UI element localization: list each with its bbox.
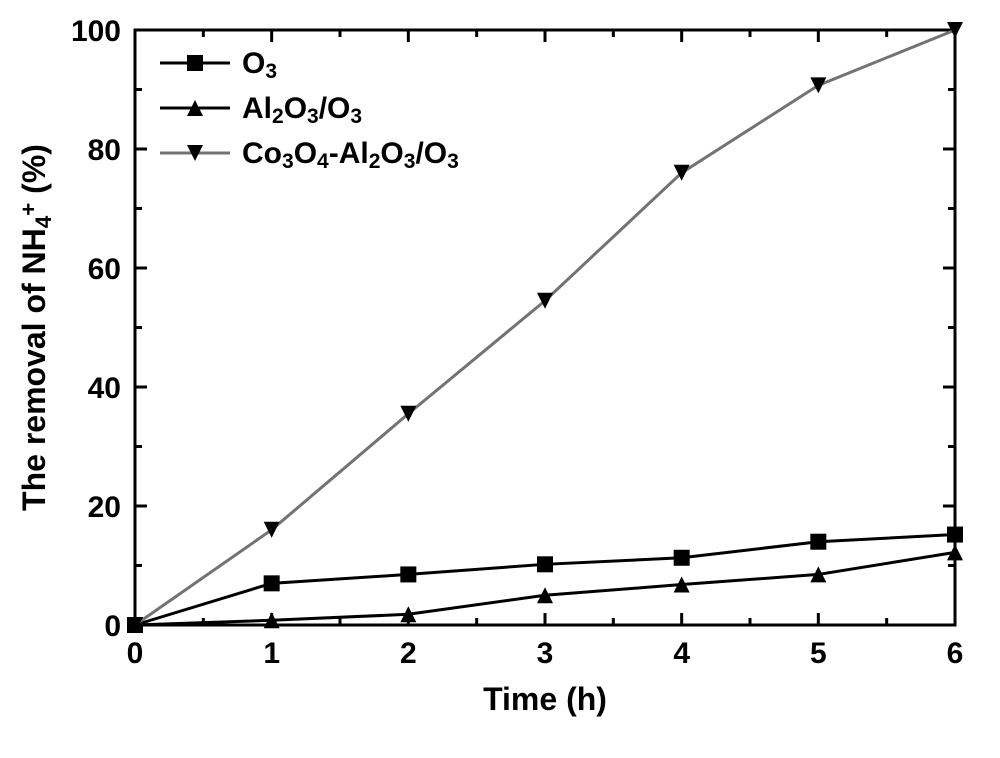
line-chart: 0123456020406080100Time (h)The removal o…	[0, 0, 1000, 758]
svg-text:1: 1	[263, 637, 280, 670]
svg-text:6: 6	[947, 637, 964, 670]
svg-text:The removal of NH4+ (%): The removal of NH4+ (%)	[16, 144, 56, 511]
svg-text:20: 20	[88, 491, 121, 524]
svg-text:Al2O3/O3: Al2O3/O3	[242, 92, 362, 128]
svg-text:100: 100	[71, 15, 121, 48]
svg-text:60: 60	[88, 253, 121, 286]
svg-text:5: 5	[810, 637, 827, 670]
svg-text:3: 3	[537, 637, 554, 670]
svg-text:0: 0	[104, 610, 121, 643]
svg-text:4: 4	[673, 637, 690, 670]
svg-text:Time (h): Time (h)	[483, 681, 607, 717]
svg-text:2: 2	[400, 637, 417, 670]
svg-text:0: 0	[127, 637, 144, 670]
svg-text:40: 40	[88, 372, 121, 405]
chart-container: 0123456020406080100Time (h)The removal o…	[0, 0, 1000, 758]
svg-text:Co3O4-Al2O3/O3: Co3O4-Al2O3/O3	[242, 137, 459, 173]
svg-text:80: 80	[88, 134, 121, 167]
